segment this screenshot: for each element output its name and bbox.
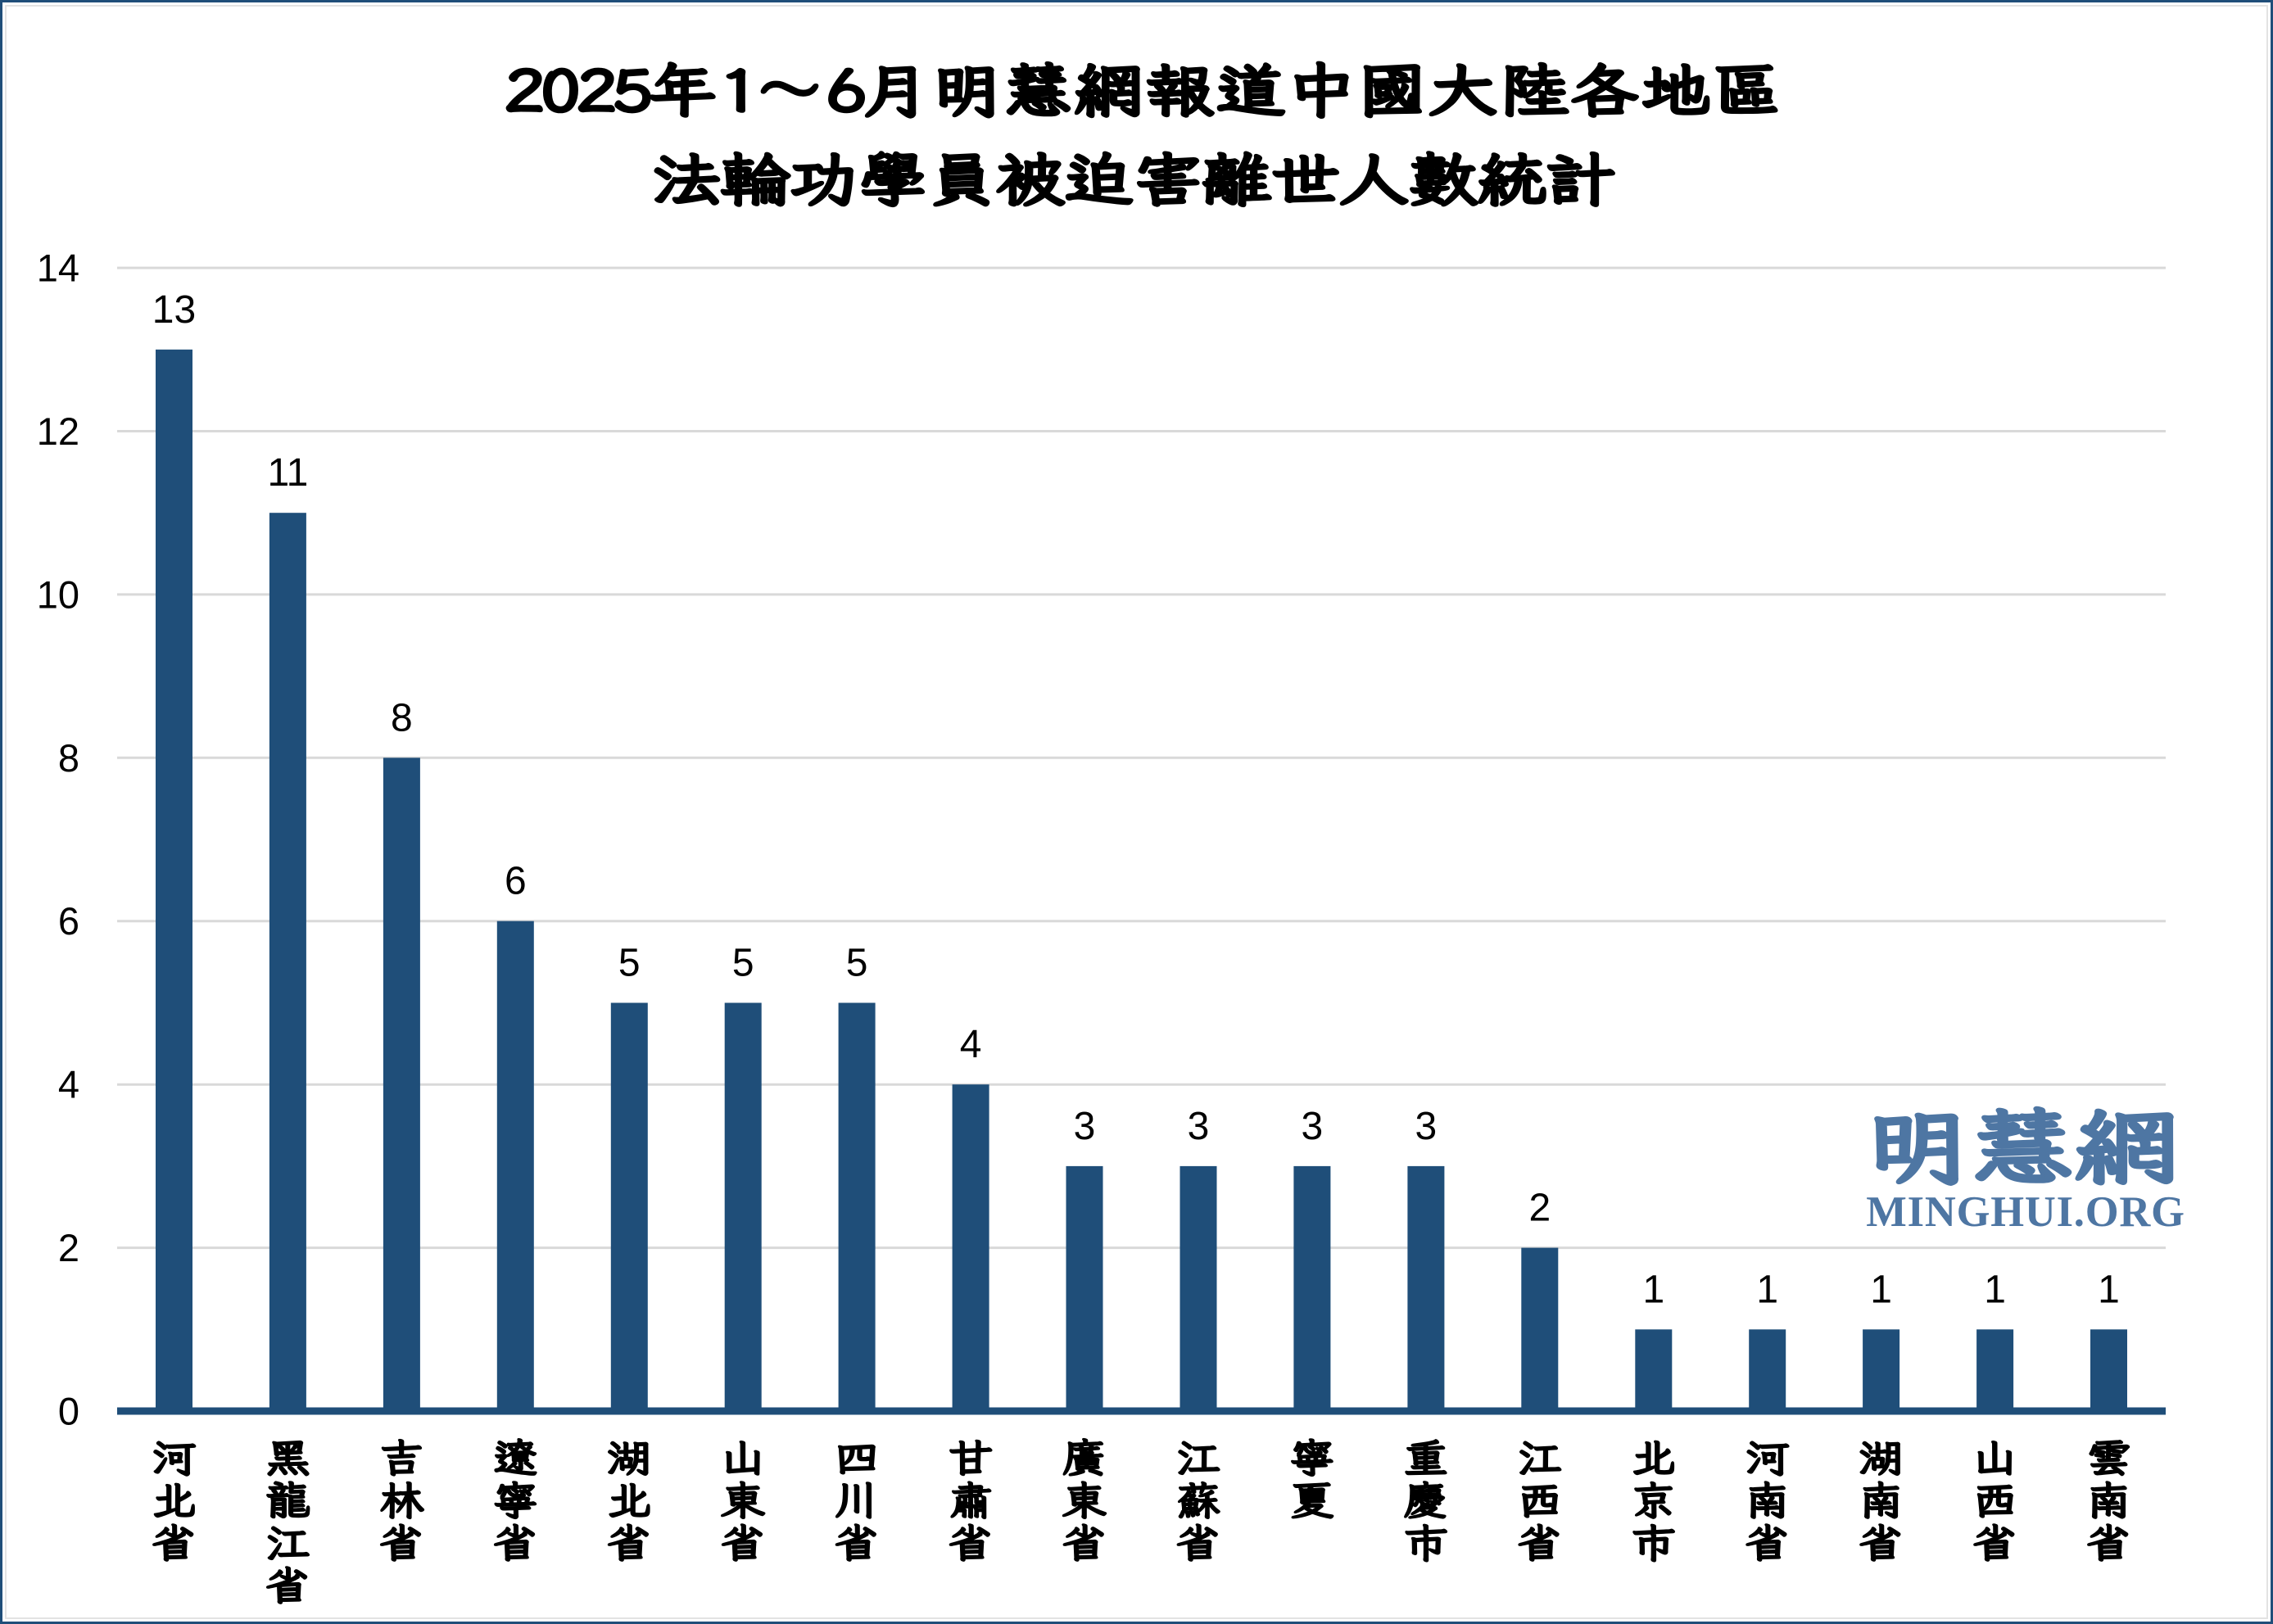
svg-text:12: 12 xyxy=(37,409,79,453)
svg-text:MINGHUI.ORG: MINGHUI.ORG xyxy=(1866,1188,2185,1236)
svg-text:6: 6 xyxy=(58,899,79,943)
svg-text:5: 5 xyxy=(618,942,641,985)
svg-text:3: 3 xyxy=(1302,1105,1324,1148)
svg-text:8: 8 xyxy=(58,736,79,780)
svg-text:14: 14 xyxy=(37,247,79,290)
svg-text:4: 4 xyxy=(58,1063,79,1106)
svg-text:1: 1 xyxy=(1756,1268,1778,1311)
svg-text:1: 1 xyxy=(1870,1268,1892,1311)
svg-text:3: 3 xyxy=(1188,1105,1210,1148)
svg-text:5: 5 xyxy=(732,942,754,985)
svg-text:11: 11 xyxy=(267,451,308,495)
svg-text:10: 10 xyxy=(37,572,79,616)
svg-text:5: 5 xyxy=(846,942,868,985)
svg-text:6: 6 xyxy=(505,860,527,903)
svg-text:8: 8 xyxy=(391,696,413,740)
svg-text:1: 1 xyxy=(2098,1268,2120,1311)
svg-text:1: 1 xyxy=(1642,1268,1664,1311)
svg-text:3: 3 xyxy=(1415,1105,1438,1148)
svg-text:0: 0 xyxy=(58,1390,79,1433)
svg-text:3: 3 xyxy=(1074,1105,1096,1148)
svg-text:2: 2 xyxy=(58,1226,79,1269)
svg-text:4: 4 xyxy=(960,1023,982,1066)
svg-text:2: 2 xyxy=(1528,1187,1551,1230)
svg-text:1: 1 xyxy=(1984,1268,2006,1311)
svg-text:13: 13 xyxy=(152,288,196,332)
